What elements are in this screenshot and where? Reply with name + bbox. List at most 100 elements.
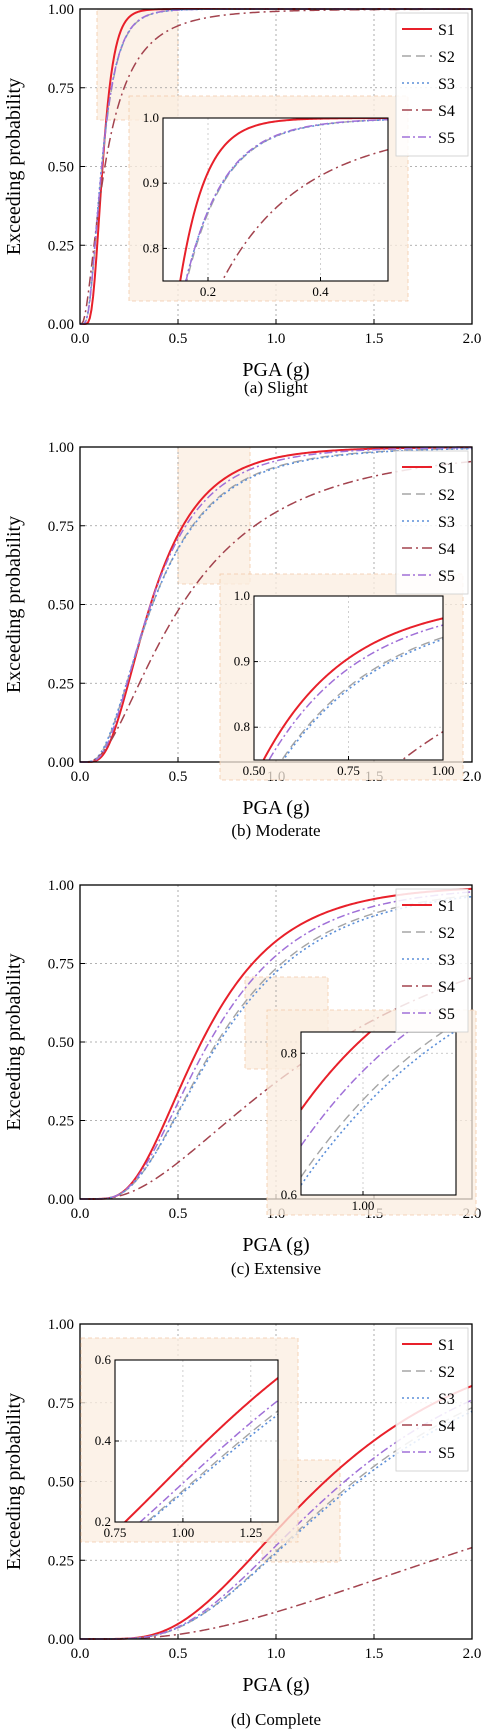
- y-tick-label: 0.75: [48, 519, 74, 535]
- inset-series-s1-line: [123, 1377, 278, 1522]
- y-tick-label: 0.00: [48, 1192, 74, 1208]
- legend-label-s4: S4: [438, 103, 455, 120]
- inset-y-tick-label: 1.0: [143, 110, 159, 125]
- panel-caption: (c) Extensive: [231, 1259, 321, 1278]
- legend: S1 S2 S3 S4 S5: [395, 450, 469, 595]
- inset-series-s3-line: [282, 638, 443, 760]
- legend-box: [395, 888, 469, 1033]
- legend-label-s3: S3: [438, 1391, 455, 1408]
- legend: S1 S2 S3 S4 S5: [395, 888, 469, 1033]
- x-tick-label: 0.0: [71, 769, 90, 785]
- y-tick-label: 1.00: [48, 878, 74, 894]
- inset-series-group: [301, 1032, 456, 1186]
- legend-label-s2: S2: [438, 487, 455, 504]
- inset-x-tick-label: 0.75: [337, 763, 360, 778]
- legend-label-s1: S1: [438, 22, 455, 39]
- legend-label-s4: S4: [438, 979, 455, 996]
- legend-box: [395, 12, 469, 157]
- y-tick-label: 0.25: [48, 1553, 74, 1569]
- x-axis-label: PGA (g): [242, 359, 309, 381]
- series-s4-line: [79, 8, 472, 325]
- inset-y-tick-label: 0.9: [143, 175, 159, 190]
- y-tick-label: 0.50: [48, 1475, 74, 1491]
- y-tick-label: 0.75: [48, 1396, 74, 1412]
- inset-y-tick-label: 0.8: [281, 1045, 297, 1060]
- legend-label-s1: S1: [438, 1337, 455, 1354]
- inset-series-s4-line: [400, 731, 443, 760]
- inset-series-s5-line: [268, 624, 443, 760]
- inset-frame: [162, 117, 389, 282]
- legend-label-s4: S4: [438, 541, 455, 558]
- x-tick-label: 1.0: [267, 1646, 286, 1662]
- legend: S1 S2 S3 S4 S5: [395, 12, 469, 157]
- x-tick-label: 0.5: [169, 1206, 188, 1222]
- x-axis-label: PGA (g): [242, 1234, 309, 1256]
- panel-1: 0.0 0.5 1.0 1.5 2.0 0.00 0.25 0.50 0.75 1.00 PGA (…: [3, 2, 482, 397]
- y-axis-label: Exceeding probability: [3, 78, 25, 255]
- x-tick-label: 0.0: [71, 1646, 90, 1662]
- legend-label-s3: S3: [438, 76, 455, 93]
- inset-series-s2-line: [145, 1410, 278, 1522]
- panel-caption: (a) Slight: [244, 378, 308, 397]
- inset-series-group: [115, 1377, 278, 1585]
- legend-label-s5: S5: [438, 130, 455, 147]
- x-tick-label: 1.5: [365, 331, 384, 347]
- y-tick-label: 0.25: [48, 1114, 74, 1130]
- inset-series-s2-line: [280, 636, 443, 760]
- inset-y-tick-label: 0.4: [95, 1433, 112, 1448]
- inset-series-s5-line: [301, 1032, 409, 1147]
- legend-label-s4: S4: [438, 1418, 455, 1435]
- inset-x-tick-label: 0.75: [104, 1525, 127, 1540]
- legend: S1 S2 S3 S4 S5: [395, 1327, 469, 1472]
- series-s5-line: [80, 1399, 473, 1640]
- x-tick-label: 1.5: [365, 1646, 384, 1662]
- inset-y-tick-label: 0.9: [234, 654, 250, 669]
- inset-series-s1-line: [262, 617, 443, 760]
- x-tick-label: 0.5: [169, 331, 188, 347]
- x-tick-label: 0.5: [169, 769, 188, 785]
- y-axis-label: Exceeding probability: [3, 1393, 25, 1570]
- x-tick-label: 2.0: [463, 769, 482, 785]
- inset: 0.75 1.00 1.25 0.2 0.4 0.6: [80, 1337, 299, 1585]
- legend-label-s3: S3: [438, 514, 455, 531]
- legend-label-s2: S2: [438, 1364, 455, 1381]
- inset-x-tick-label: 0.50: [243, 763, 266, 778]
- y-tick-label: 1.00: [48, 2, 74, 18]
- y-axis-label: Exceeding probability: [3, 516, 25, 693]
- y-tick-label: 0.00: [48, 317, 74, 333]
- series-s5-line: [80, 891, 473, 1200]
- legend-label-s5: S5: [438, 1006, 455, 1023]
- y-tick-label: 0.50: [48, 160, 74, 176]
- inset-plot-area: [301, 1032, 456, 1195]
- inset-x-tick-label: 1.00: [352, 1198, 375, 1213]
- inset-x-tick-label: 1.00: [432, 763, 455, 778]
- y-tick-label: 0.00: [48, 755, 74, 771]
- inset-plot-area: [163, 118, 388, 281]
- y-tick-label: 0.50: [48, 598, 74, 614]
- legend-label-s2: S2: [438, 925, 455, 942]
- inset-series-s4-line: [115, 1540, 278, 1585]
- series-s3-line: [80, 447, 473, 763]
- inset-x-tick-label: 1.25: [239, 1525, 262, 1540]
- legend-box: [395, 1327, 469, 1472]
- x-tick-label: 2.0: [463, 331, 482, 347]
- inset: 1.00 0.6 0.8: [266, 1009, 477, 1216]
- y-tick-label: 1.00: [48, 1317, 74, 1333]
- panel-caption: (b) Moderate: [231, 821, 320, 840]
- inset-y-tick-label: 0.6: [95, 1352, 112, 1367]
- inset-series-s1-line: [301, 1032, 372, 1111]
- inset-series-s5-line: [185, 118, 388, 281]
- x-tick-label: 0.0: [71, 1206, 90, 1222]
- inset-series-group: [262, 617, 443, 760]
- x-tick-label: 0.5: [169, 1646, 188, 1662]
- inset: 0.50 0.75 1.00 0.8 0.9 1.0: [219, 573, 464, 781]
- inset-series-s3-line: [146, 1413, 278, 1522]
- y-tick-label: 0.25: [48, 676, 74, 692]
- panel-caption: (d) Complete: [231, 1710, 321, 1729]
- x-axis-label: PGA (g): [242, 797, 309, 819]
- inset-series-s5-line: [139, 1399, 278, 1522]
- inset-x-tick-label: 0.4: [312, 284, 329, 299]
